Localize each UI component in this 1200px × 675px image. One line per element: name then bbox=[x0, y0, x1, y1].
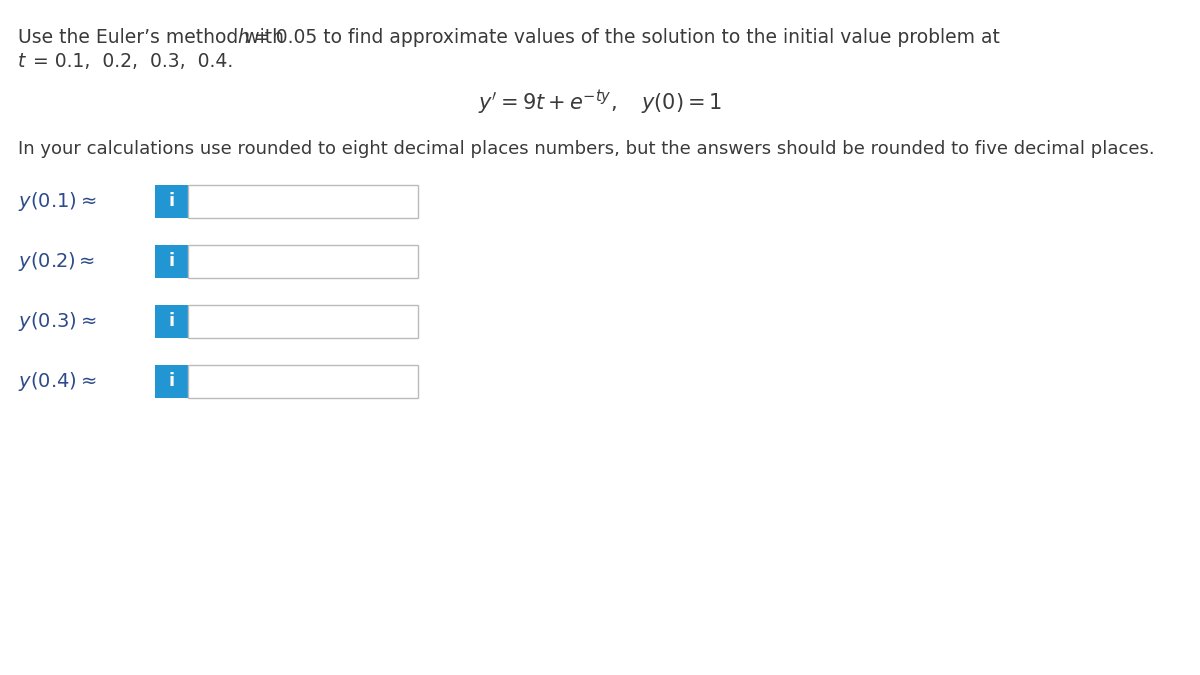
Text: h: h bbox=[238, 28, 248, 47]
Text: $y(0.4) \approx$: $y(0.4) \approx$ bbox=[18, 370, 96, 393]
Text: i: i bbox=[168, 252, 174, 271]
Text: i: i bbox=[168, 373, 174, 391]
Text: $y(0.2) \approx$: $y(0.2) \approx$ bbox=[18, 250, 95, 273]
Text: i: i bbox=[168, 192, 174, 211]
Text: = 0.1,  0.2,  0.3,  0.4.: = 0.1, 0.2, 0.3, 0.4. bbox=[28, 52, 233, 71]
Text: $y(0.3) \approx$: $y(0.3) \approx$ bbox=[18, 310, 96, 333]
Text: In your calculations use rounded to eight decimal places numbers, but the answer: In your calculations use rounded to eigh… bbox=[18, 140, 1154, 158]
FancyBboxPatch shape bbox=[188, 305, 418, 338]
FancyBboxPatch shape bbox=[155, 305, 188, 338]
Text: i: i bbox=[168, 313, 174, 331]
FancyBboxPatch shape bbox=[155, 245, 188, 278]
Text: = 0.05 to find approximate values of the solution to the initial value problem a: = 0.05 to find approximate values of the… bbox=[248, 28, 1000, 47]
Text: Use the Euler’s method with: Use the Euler’s method with bbox=[18, 28, 290, 47]
FancyBboxPatch shape bbox=[188, 365, 418, 398]
FancyBboxPatch shape bbox=[188, 245, 418, 278]
Text: $y' = 9t + e^{-ty}, \quad y(0) = 1$: $y' = 9t + e^{-ty}, \quad y(0) = 1$ bbox=[478, 88, 722, 117]
FancyBboxPatch shape bbox=[155, 185, 188, 218]
FancyBboxPatch shape bbox=[155, 365, 188, 398]
Text: $y(0.1) \approx$: $y(0.1) \approx$ bbox=[18, 190, 96, 213]
Text: t: t bbox=[18, 52, 25, 71]
FancyBboxPatch shape bbox=[188, 185, 418, 218]
